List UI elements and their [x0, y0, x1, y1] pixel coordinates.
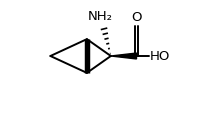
Text: HO: HO [150, 50, 171, 63]
Text: O: O [131, 11, 142, 24]
Polygon shape [111, 54, 136, 59]
Text: NH₂: NH₂ [88, 10, 112, 23]
